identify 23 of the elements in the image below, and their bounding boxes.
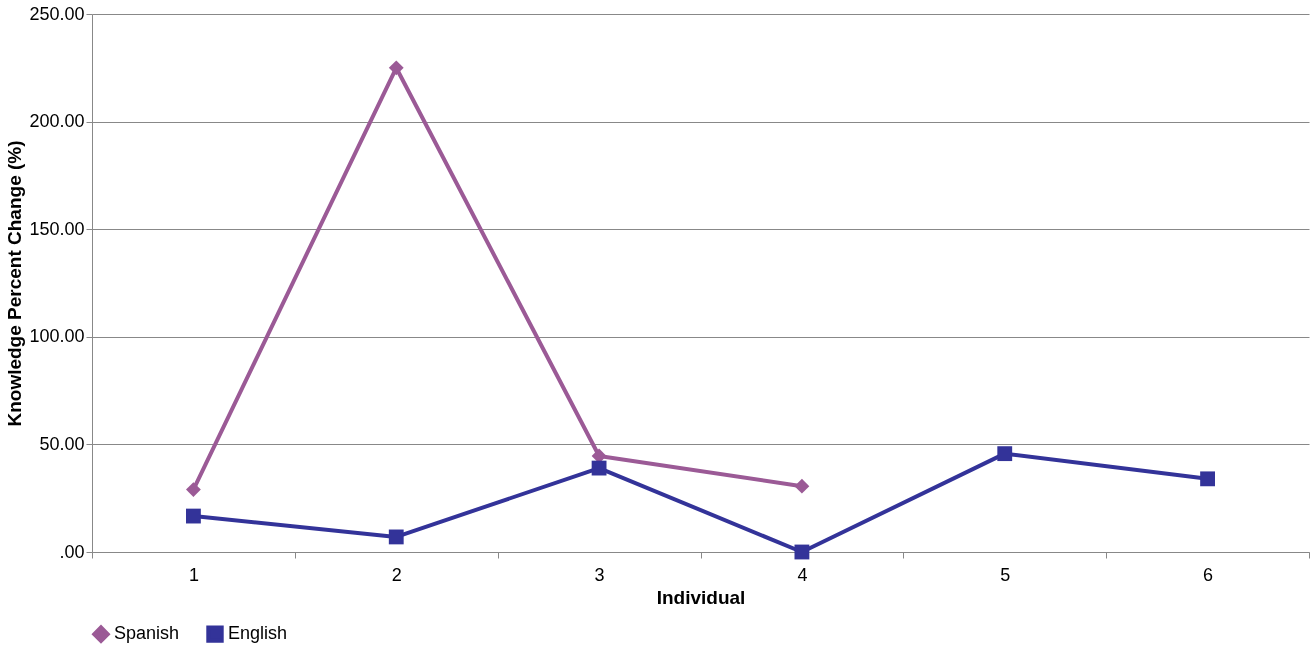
x-tick-label: 2 xyxy=(391,564,402,585)
y-tick-label: 250.00 xyxy=(29,3,85,24)
x-tick-label: 3 xyxy=(594,564,605,585)
x-tick-label: 1 xyxy=(188,564,199,585)
x-tick-label: 4 xyxy=(797,564,808,585)
point xyxy=(997,446,1013,462)
point xyxy=(388,529,404,545)
y-tick-label: 100.00 xyxy=(29,326,85,347)
point xyxy=(388,60,404,76)
y-tick-label: 150.00 xyxy=(29,218,85,239)
legend-label: English xyxy=(228,623,288,644)
y-axis-title: Knowledge Percent Change (%) xyxy=(4,140,26,427)
point xyxy=(186,482,201,498)
y-tick-label: 50.00 xyxy=(39,433,85,454)
point xyxy=(186,508,201,524)
x-tick-label: 6 xyxy=(1203,564,1214,585)
point xyxy=(1200,471,1215,487)
legend-label: Spanish xyxy=(114,623,180,644)
x-tick-label: 5 xyxy=(1000,564,1011,585)
y-tick-label: 200.00 xyxy=(29,111,85,132)
point xyxy=(794,478,810,494)
x-axis-title: Individual xyxy=(656,586,746,608)
y-tick-label: .00 xyxy=(59,541,85,562)
